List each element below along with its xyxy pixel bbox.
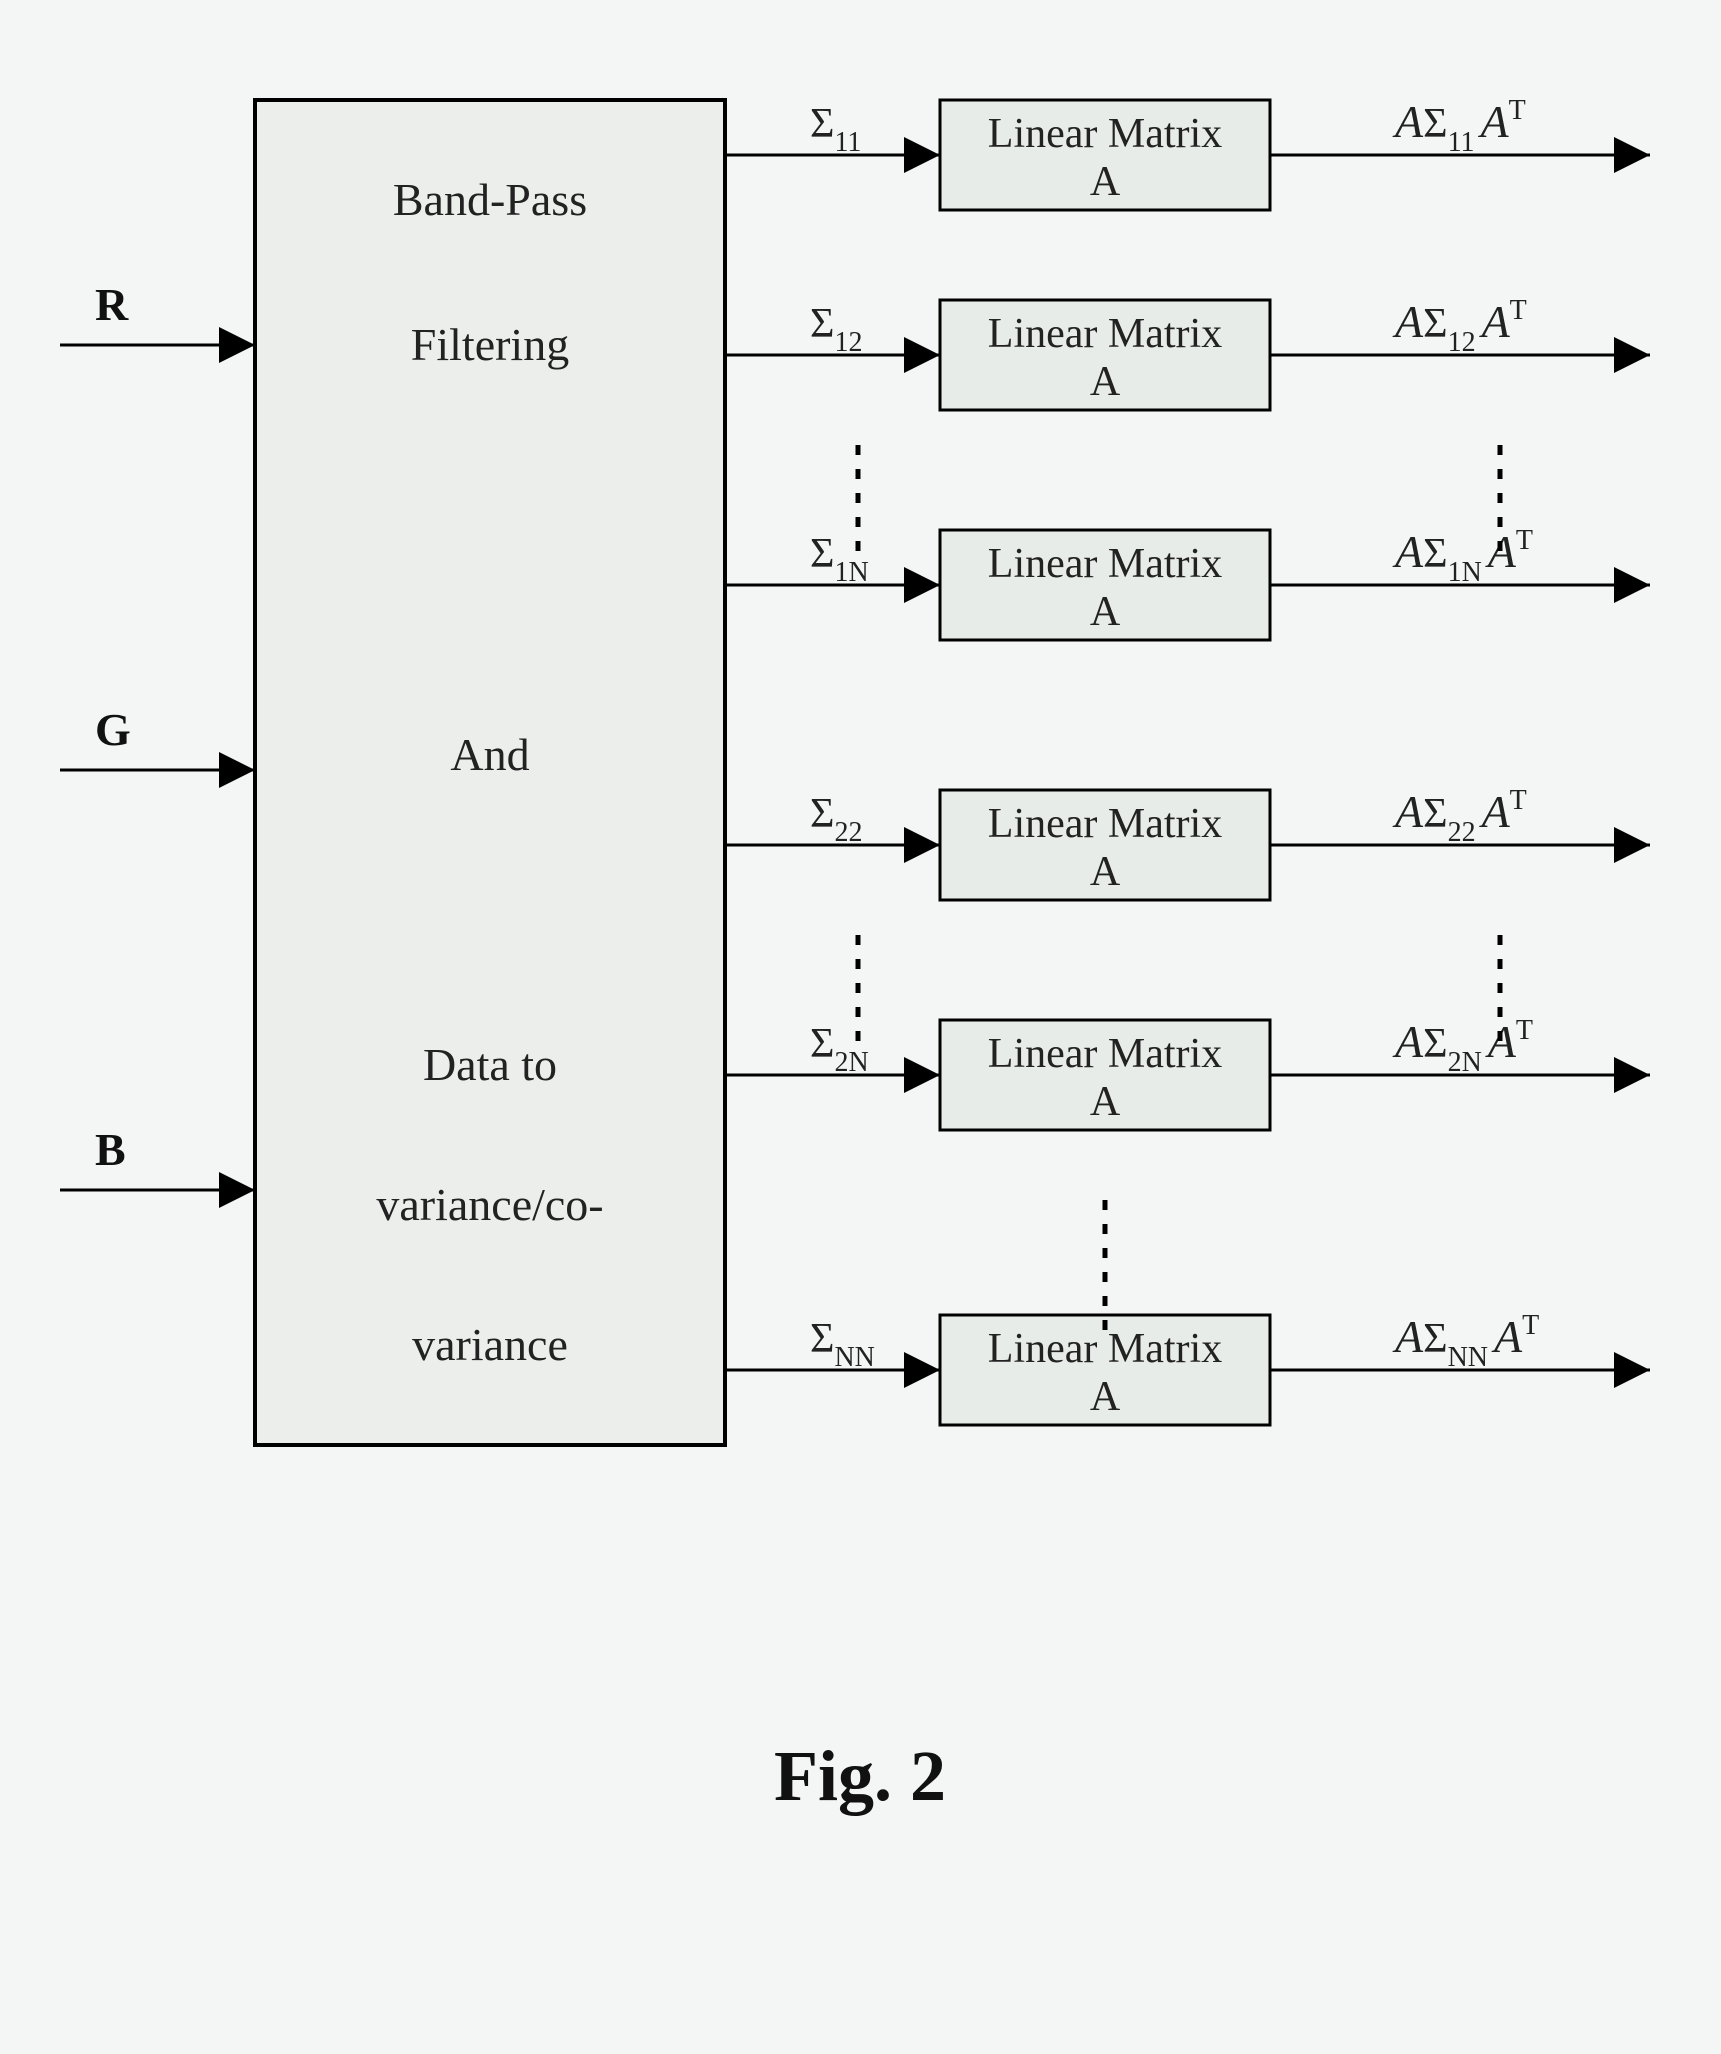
linear-matrix-label2: A bbox=[1090, 1079, 1121, 1125]
band-pass-block-text: Data to bbox=[423, 1039, 557, 1090]
input-label-r: R bbox=[95, 279, 129, 330]
sigma-label-2N: Σ2N bbox=[810, 1021, 869, 1078]
linear-matrix-label2: A bbox=[1090, 849, 1121, 895]
band-pass-block-text: Filtering bbox=[411, 319, 569, 370]
linear-matrix-label2: A bbox=[1090, 589, 1121, 635]
band-pass-block-text: Band-Pass bbox=[393, 174, 587, 225]
diagram-canvas: Band-Pass Filtering And Data to variance/co-… bbox=[0, 0, 1721, 2054]
linear-matrix-label2: A bbox=[1090, 1374, 1121, 1420]
output-label-11: AΣ11AT bbox=[1392, 95, 1526, 158]
linear-matrix-label1: Linear Matrix bbox=[988, 541, 1222, 587]
sigma-label-12: Σ12 bbox=[810, 301, 862, 358]
linear-matrix-label1: Linear Matrix bbox=[988, 311, 1222, 357]
linear-matrix-label1: Linear Matrix bbox=[988, 1326, 1222, 1372]
linear-matrix-label2: A bbox=[1090, 359, 1121, 405]
input-label-b: B bbox=[95, 1124, 126, 1175]
output-label-22: AΣ22AT bbox=[1392, 785, 1527, 848]
figure-caption: Fig. 2 bbox=[774, 1736, 946, 1816]
linear-matrix-label1: Linear Matrix bbox=[988, 1031, 1222, 1077]
linear-matrix-label1: Linear Matrix bbox=[988, 801, 1222, 847]
linear-matrix-label1: Linear Matrix bbox=[988, 111, 1222, 157]
output-label-12: AΣ12AT bbox=[1392, 295, 1527, 358]
linear-matrix-label2: A bbox=[1090, 159, 1121, 205]
band-pass-block-text: And bbox=[450, 729, 529, 780]
input-label-g: G bbox=[95, 704, 131, 755]
sigma-label-1N: Σ1N bbox=[810, 531, 869, 588]
band-pass-block-text: variance bbox=[412, 1319, 568, 1370]
output-label-NN: AΣNNAT bbox=[1392, 1310, 1539, 1373]
output-label-2N: AΣ2NAT bbox=[1392, 1015, 1533, 1078]
band-pass-block-text: variance/co- bbox=[376, 1179, 603, 1230]
sigma-label-NN: ΣNN bbox=[810, 1316, 875, 1373]
sigma-label-22: Σ22 bbox=[810, 791, 862, 848]
sigma-label-11: Σ11 bbox=[810, 101, 861, 158]
output-label-1N: AΣ1NAT bbox=[1392, 525, 1533, 588]
